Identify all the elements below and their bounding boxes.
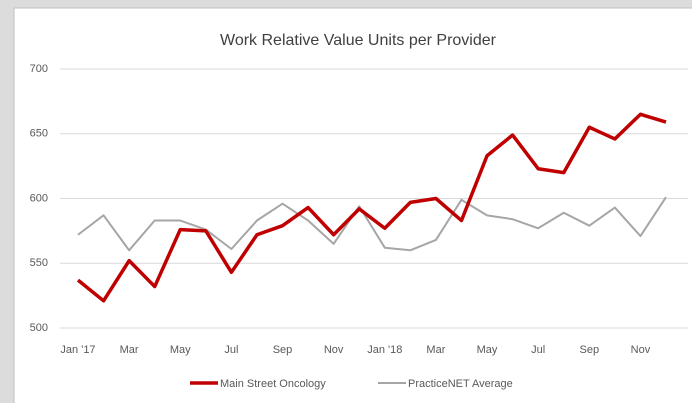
y-tick-label: 600 [30, 192, 48, 204]
x-tick-label: Sep [273, 344, 293, 356]
x-tick-label: Jul [531, 344, 545, 356]
x-tick-label: Sep [580, 344, 600, 356]
x-tick-label: Jan '17 [60, 344, 95, 356]
y-tick-label: 500 [30, 322, 48, 334]
x-tick-label: Nov [631, 344, 651, 356]
y-tick-label: 550 [30, 257, 48, 269]
chart-title: Work Relative Value Units per Provider [220, 32, 497, 49]
x-tick-label: Mar [120, 344, 139, 356]
x-tick-label: Jul [224, 344, 238, 356]
chart-panel [13, 7, 692, 403]
x-tick-label: Jan '18 [367, 344, 402, 356]
y-tick-label: 650 [30, 128, 48, 140]
x-tick-label: Mar [426, 344, 445, 356]
x-tick-label: Nov [324, 344, 344, 356]
legend-label: PracticeNET Average [408, 378, 513, 390]
legend-label: Main Street Oncology [220, 378, 326, 390]
x-tick-label: May [477, 344, 498, 356]
x-tick-label: May [170, 344, 191, 356]
y-tick-label: 700 [30, 63, 48, 75]
series-line [76, 112, 667, 303]
series-line [77, 196, 667, 252]
